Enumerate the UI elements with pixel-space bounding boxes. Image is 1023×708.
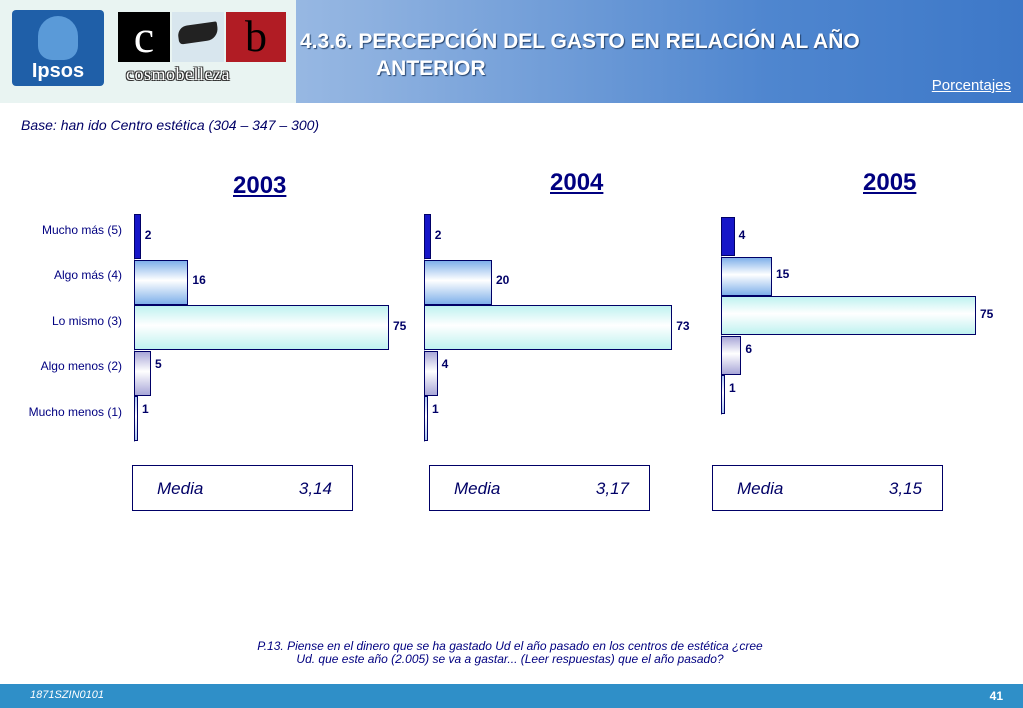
data-label: 16 — [192, 273, 206, 287]
bar-2004-2 — [424, 259, 492, 305]
data-label: 1 — [432, 402, 439, 416]
bar-2005-5 — [721, 375, 725, 414]
mean-box-2004: Media 3,17 — [429, 465, 650, 511]
logo-area: Ipsos c b cosmobelleza — [0, 0, 296, 103]
data-label: 75 — [980, 306, 994, 321]
data-label: 1 — [142, 402, 149, 416]
data-label: 1 — [729, 381, 736, 395]
data-label: 4 — [441, 356, 449, 371]
chart-title-2004: 2004 — [550, 169, 604, 196]
ipsos-logo: Ipsos — [12, 10, 104, 86]
units-label: Porcentajes — [931, 77, 1011, 94]
question-line2: Ud. que este año (2.005) se va a gastar.… — [296, 652, 724, 666]
category-label: Mucho más (5) — [41, 222, 122, 237]
page-title-line2: ANTERIOR — [376, 57, 486, 80]
mean-label: Media — [157, 479, 204, 498]
bar-2004-1 — [424, 214, 431, 259]
mean-value: 3,17 — [595, 479, 629, 498]
mean-label: Media — [737, 479, 784, 498]
bar-2005-3 — [721, 296, 976, 335]
bar-2005-2 — [721, 256, 772, 296]
bar-2003-3 — [134, 305, 389, 350]
footer-bar: 1871SZIN0101 41 — [0, 684, 1023, 708]
mean-label: Media — [454, 479, 501, 498]
data-label: 75 — [393, 318, 407, 333]
bar-2003-2 — [134, 259, 189, 305]
cosmobelleza-wordmark: cosmobelleza — [126, 64, 230, 84]
bar-2003-1 — [134, 214, 141, 259]
category-label: Algo menos (2) — [40, 359, 122, 373]
category-label: Mucho menos (1) — [28, 404, 122, 419]
data-label: 15 — [776, 267, 790, 281]
data-label: 73 — [676, 318, 690, 333]
data-label: 20 — [496, 273, 510, 287]
mean-value: 3,14 — [298, 479, 332, 498]
bar-2005-4 — [721, 335, 742, 375]
data-label: 6 — [745, 341, 753, 356]
header-band: Ipsos c b cosmobelleza 4.3.6. PERCEPCIÓN… — [0, 0, 1023, 103]
data-label: 2 — [144, 227, 152, 242]
base-text: Base: han ido Centro estética (304 – 347… — [21, 117, 320, 133]
bar-2004-5 — [424, 396, 428, 441]
logo-letter-c: c — [118, 12, 170, 62]
page-number: 41 — [989, 689, 1003, 703]
category-label: Lo mismo (3) — [51, 313, 122, 328]
ipsos-logo-text: Ipsos — [31, 60, 85, 82]
data-label: 4 — [738, 227, 746, 242]
bar-2003-5 — [134, 396, 138, 441]
logo-letter-b: b — [226, 12, 286, 62]
page-title: 4.3.6. PERCEPCIÓN DEL GASTO EN RELACIÓN … — [300, 28, 960, 82]
category-label: Algo más (4) — [53, 268, 122, 282]
question-line1: P.13. Piense en el dinero que se ha gast… — [257, 639, 763, 653]
bar-2005-1 — [721, 217, 735, 256]
mean-value: 3,15 — [888, 479, 922, 498]
chart-title-2005: 2005 — [863, 169, 917, 196]
data-label: 2 — [434, 227, 442, 242]
chart-title-2003: 2003 — [233, 172, 287, 199]
cosmobelleza-logo: c b — [118, 12, 288, 62]
data-label: 5 — [155, 356, 162, 371]
bar-2004-3 — [424, 305, 673, 350]
footer-code: 1871SZIN0101 — [30, 689, 104, 701]
logo-figure-icon — [172, 12, 224, 62]
bar-2004-4 — [424, 350, 438, 396]
mean-box-2003: Media 3,14 — [132, 465, 353, 511]
page-title-line1: 4.3.6. PERCEPCIÓN DEL GASTO EN RELACIÓN … — [300, 30, 860, 53]
mean-box-2005: Media 3,15 — [712, 465, 943, 511]
ipsos-head-icon — [38, 16, 78, 60]
bar-2003-4 — [134, 350, 151, 396]
question-text: P.13. Piense en el dinero que se ha gast… — [200, 640, 820, 666]
